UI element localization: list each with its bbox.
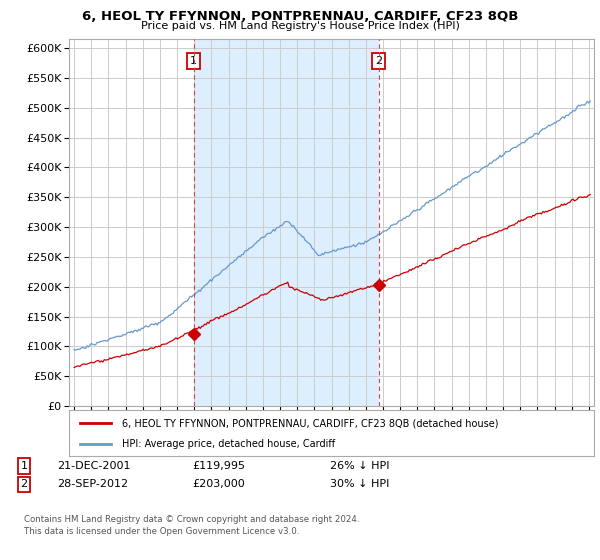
Text: Contains HM Land Registry data © Crown copyright and database right 2024.: Contains HM Land Registry data © Crown c… [24,515,359,524]
Text: This data is licensed under the Open Government Licence v3.0.: This data is licensed under the Open Gov… [24,528,299,536]
Text: 26% ↓ HPI: 26% ↓ HPI [330,461,389,471]
Text: 6, HEOL TY FFYNNON, PONTPRENNAU, CARDIFF, CF23 8QB (detached house): 6, HEOL TY FFYNNON, PONTPRENNAU, CARDIFF… [121,418,498,428]
Text: £119,995: £119,995 [192,461,245,471]
Text: 1: 1 [190,56,197,66]
Text: HPI: Average price, detached house, Cardiff: HPI: Average price, detached house, Card… [121,438,335,449]
Text: 21-DEC-2001: 21-DEC-2001 [57,461,131,471]
Text: Price paid vs. HM Land Registry's House Price Index (HPI): Price paid vs. HM Land Registry's House … [140,21,460,31]
Text: £203,000: £203,000 [192,479,245,489]
Text: 6, HEOL TY FFYNNON, PONTPRENNAU, CARDIFF, CF23 8QB: 6, HEOL TY FFYNNON, PONTPRENNAU, CARDIFF… [82,10,518,23]
Text: 28-SEP-2012: 28-SEP-2012 [57,479,128,489]
Text: 30% ↓ HPI: 30% ↓ HPI [330,479,389,489]
Bar [194,39,379,406]
Text: 1: 1 [20,461,28,471]
Text: 2: 2 [375,56,382,66]
Text: 2: 2 [20,479,28,489]
